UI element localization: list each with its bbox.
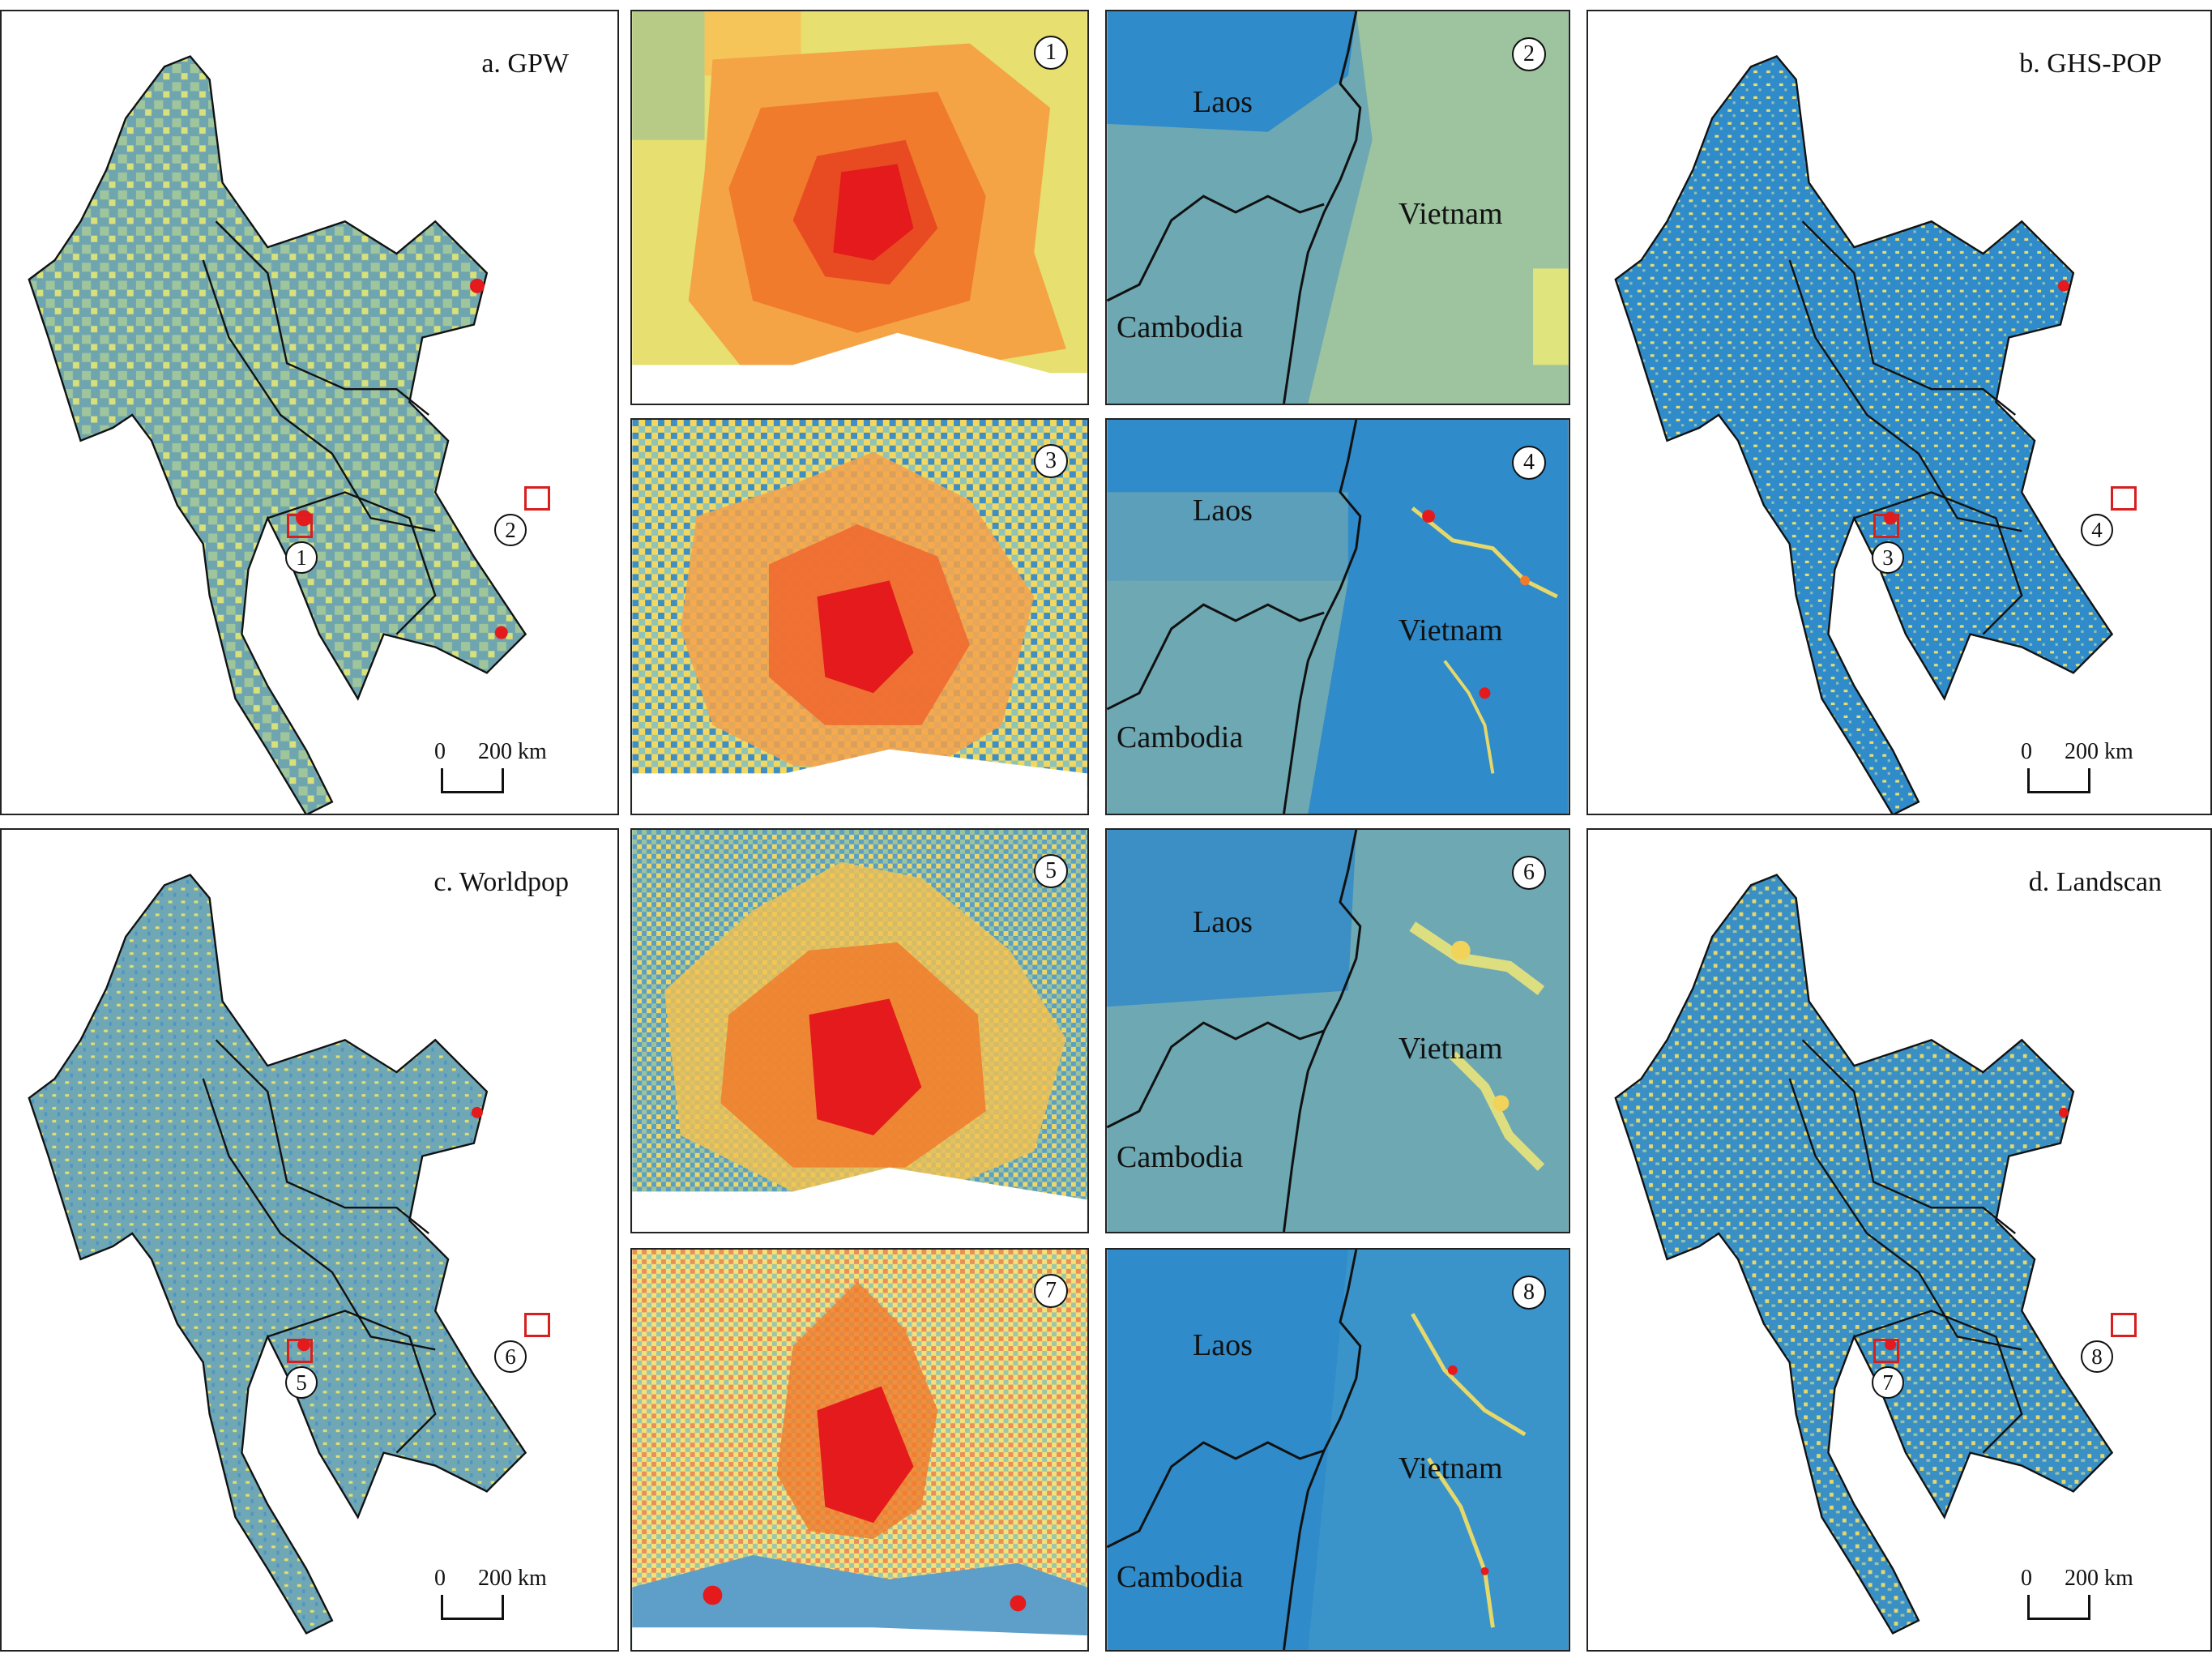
zoom-panel-3: 3 xyxy=(630,418,1089,815)
landscan-map xyxy=(1614,874,2113,1635)
ghspop-map xyxy=(1614,55,2113,814)
label-laos: Laos xyxy=(1193,905,1253,939)
zoom-number-8: 8 xyxy=(1512,1276,1546,1310)
map-marker-7: 7 xyxy=(1872,1366,1904,1399)
region-shape xyxy=(28,55,527,814)
zoom-panel-8: 8 Laos Vietnam Cambodia xyxy=(1105,1248,1570,1652)
map-marker-3: 3 xyxy=(1872,541,1904,574)
label-cambodia: Cambodia xyxy=(1117,310,1244,344)
label-cambodia: Cambodia xyxy=(1117,1140,1244,1174)
label-vietnam: Vietnam xyxy=(1399,1451,1503,1485)
label-laos: Laos xyxy=(1193,1328,1253,1362)
hotspot-hcmc xyxy=(494,626,508,639)
label-cambodia: Cambodia xyxy=(1117,720,1244,754)
scalebar-zero: 0 xyxy=(2021,739,2032,764)
zoom-number-2: 2 xyxy=(1512,37,1546,71)
scalebar-dist: 200 km xyxy=(2065,1566,2133,1591)
label-laos: Laos xyxy=(1193,85,1253,119)
label-laos: Laos xyxy=(1193,494,1253,528)
hotspot-hanoi xyxy=(469,278,485,293)
scalebar xyxy=(2027,1595,2090,1620)
zoom-number-4: 4 xyxy=(1512,446,1546,480)
map-panel-ghspop: b. GHS-POP 3 4 0 200 km xyxy=(1586,10,2212,815)
map-marker-1: 1 xyxy=(285,541,318,574)
scalebar-zero: 0 xyxy=(2021,1566,2032,1591)
scalebar-dist: 200 km xyxy=(2065,739,2133,764)
zoom-box-2 xyxy=(524,486,550,511)
zoom-box-8 xyxy=(2111,1313,2137,1337)
map-panel-worldpop: c. Worldpop 5 6 0 200 km xyxy=(0,828,619,1652)
zoom-box-1 xyxy=(287,514,313,538)
zoom-box-6 xyxy=(524,1313,550,1337)
zoom-number-6: 6 xyxy=(1512,856,1546,890)
zoom-box-3 xyxy=(1873,514,1899,538)
panel-title: b. GHS-POP xyxy=(2019,49,2162,79)
zoom-number-5: 5 xyxy=(1034,854,1068,888)
map-panel-gpw: a. GPW 1 2 0 200 km xyxy=(0,10,619,815)
zoom-panel-4: 4 Laos Vietnam Cambodia xyxy=(1105,418,1570,815)
label-cambodia: Cambodia xyxy=(1117,1560,1244,1594)
zoom-box-7 xyxy=(1873,1339,1899,1363)
label-vietnam: Vietnam xyxy=(1399,613,1503,647)
scalebar xyxy=(2027,768,2090,793)
scalebar-zero: 0 xyxy=(434,1566,446,1591)
gpw-map xyxy=(28,55,527,814)
zoom-box-4 xyxy=(2111,486,2137,511)
scalebar xyxy=(441,1595,504,1620)
zoom-panel-5: 5 xyxy=(630,828,1089,1233)
map-marker-2: 2 xyxy=(494,514,527,546)
map-marker-5: 5 xyxy=(285,1366,318,1399)
zoom-panel-1: 1 xyxy=(630,10,1089,405)
panel-title: c. Worldpop xyxy=(433,867,569,897)
zoom-number-1: 1 xyxy=(1034,36,1068,70)
scalebar-zero: 0 xyxy=(434,739,446,764)
worldpop-map xyxy=(28,874,527,1635)
label-vietnam: Vietnam xyxy=(1399,1032,1503,1066)
zoom-panel-7: 7 xyxy=(630,1248,1089,1652)
zoom-panel-6: 6 Laos Vietnam Cambodia xyxy=(1105,828,1570,1233)
scalebar-dist: 200 km xyxy=(478,739,547,764)
zoom-panel-2: 2 Laos Vietnam Cambodia xyxy=(1105,10,1570,405)
scalebar-dist: 200 km xyxy=(478,1566,547,1591)
map-marker-8: 8 xyxy=(2081,1340,2113,1373)
panel-title: a. GPW xyxy=(481,49,569,79)
scalebar xyxy=(441,768,504,793)
map-panel-landscan: d. Landscan 7 8 0 200 km xyxy=(1586,828,2212,1652)
zoom-number-3: 3 xyxy=(1034,444,1068,478)
map-marker-6: 6 xyxy=(494,1340,527,1373)
map-marker-4: 4 xyxy=(2081,514,2113,546)
zoom-number-7: 7 xyxy=(1034,1274,1068,1308)
panel-title: d. Landscan xyxy=(2028,867,2162,897)
zoom-box-5 xyxy=(287,1339,313,1363)
label-vietnam: Vietnam xyxy=(1399,197,1503,231)
